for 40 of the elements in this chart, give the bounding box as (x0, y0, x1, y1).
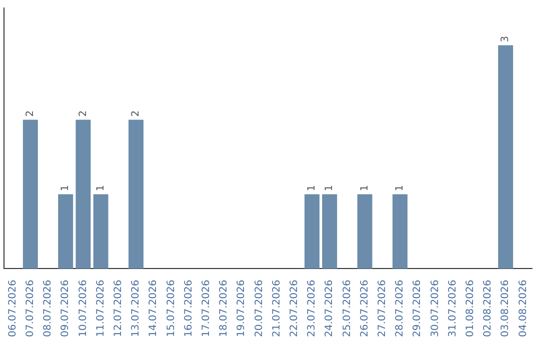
x-tick-label: 09.07.2026 (60, 280, 72, 338)
x-tick-label: 30.07.2026 (430, 280, 441, 338)
x-tick-label: 18.07.2026 (218, 280, 230, 338)
data-label: 1 (60, 184, 72, 192)
x-tick-label: 22.07.2026 (288, 280, 300, 338)
data-label: 1 (394, 184, 406, 192)
x-tick-label: 19.07.2026 (236, 280, 248, 338)
x-tick-label: 24.07.2026 (324, 280, 336, 338)
x-tick-label: 01.08.2026 (464, 280, 476, 338)
x-tick-label: 21.07.2026 (271, 280, 282, 338)
data-label: 1 (306, 184, 318, 192)
x-tick-label: 27.07.2026 (376, 280, 388, 338)
x-tick-label: 12.07.2026 (112, 280, 124, 338)
x-tick-label: 17.07.2026 (200, 280, 212, 338)
x-tick-label: 10.07.2026 (78, 280, 89, 338)
x-tick-label: 07.07.2026 (24, 280, 36, 338)
x-tick-label: 16.07.2026 (183, 280, 194, 338)
x-tick-label: 06.07.2026 (7, 280, 18, 338)
data-label: 1 (324, 184, 336, 192)
x-tick-label: 04.08.2026 (518, 280, 529, 338)
x-tick-label: 29.07.2026 (412, 280, 424, 338)
x-tick-label: 08.07.2026 (42, 280, 54, 338)
x-tick-label: 02.08.2026 (482, 280, 494, 338)
data-label: 2 (130, 110, 142, 117)
x-tick-label: 13.07.2026 (130, 280, 142, 338)
x-tick-label: 11.07.2026 (95, 280, 106, 338)
x-tick-label: 31.07.2026 (447, 280, 458, 338)
x-tick-label: 15.07.2026 (166, 280, 177, 338)
x-tick-label: 20.07.2026 (254, 280, 265, 338)
x-tick-label: 14.07.2026 (148, 280, 160, 338)
data-label: 3 (500, 36, 512, 42)
data-label: 2 (24, 110, 36, 117)
x-tick-label: 26.07.2026 (359, 280, 370, 338)
data-label: 1 (359, 184, 370, 192)
x-tick-label: 03.08.2026 (500, 280, 512, 338)
x-tick-label: 28.07.2026 (394, 280, 406, 338)
x-tick-label: 23.07.2026 (306, 280, 318, 338)
x-tick-label: 25.07.2026 (342, 280, 353, 338)
data-label: 2 (78, 110, 89, 117)
data-label: 1 (95, 184, 106, 192)
